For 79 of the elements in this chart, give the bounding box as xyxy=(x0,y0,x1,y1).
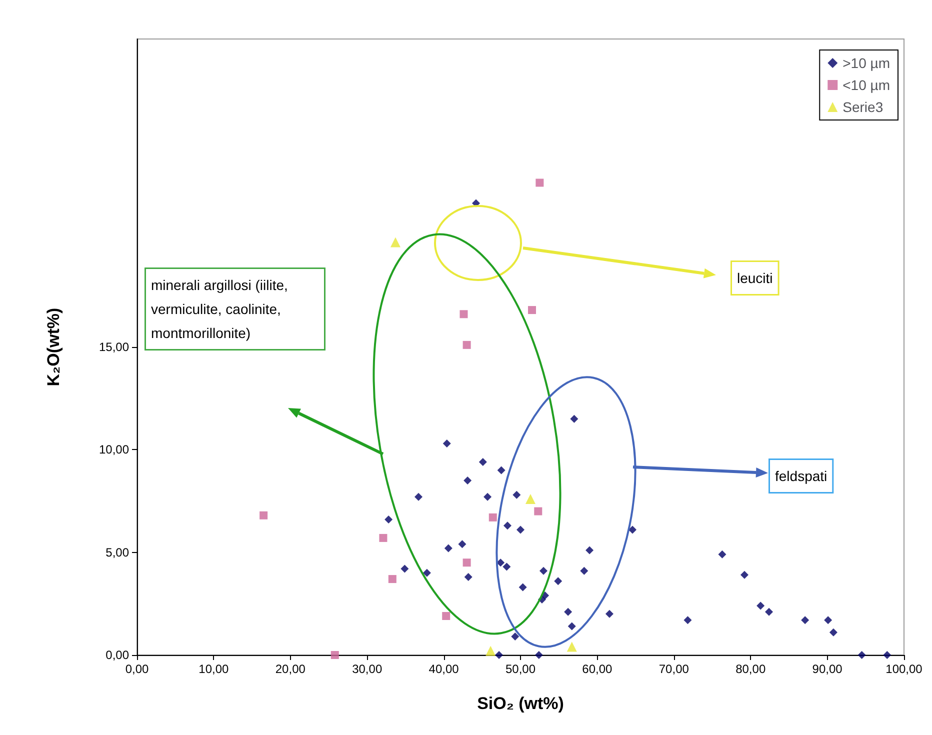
point xyxy=(488,513,497,522)
y-tick-label: 10,00 xyxy=(98,442,130,457)
point xyxy=(495,651,504,659)
point xyxy=(554,577,562,586)
point xyxy=(534,507,542,516)
x-tick-label: 50,00 xyxy=(505,662,536,676)
x-tick-label: 0,00 xyxy=(125,662,149,676)
point xyxy=(628,526,636,534)
point xyxy=(883,651,892,659)
x-tick-label: 40,00 xyxy=(428,662,460,676)
point xyxy=(570,414,578,423)
x-tick-label: 100,00 xyxy=(886,662,923,676)
x-axis-title: SiO₂ (wt%) xyxy=(477,694,564,713)
point xyxy=(801,616,810,624)
point xyxy=(518,583,527,592)
point xyxy=(388,575,396,584)
point xyxy=(536,178,544,187)
point xyxy=(496,558,505,567)
x-tick-label: 10,00 xyxy=(198,662,230,676)
point xyxy=(458,540,466,548)
point xyxy=(756,602,765,610)
point xyxy=(516,526,524,534)
y-tick-label: 0,00 xyxy=(106,648,130,662)
point xyxy=(400,564,409,573)
point xyxy=(540,566,548,575)
point xyxy=(390,237,400,248)
point xyxy=(460,310,468,318)
point xyxy=(512,490,521,499)
point xyxy=(858,651,866,659)
point xyxy=(444,544,452,552)
point xyxy=(462,558,471,567)
point xyxy=(442,612,450,620)
point xyxy=(502,562,511,571)
point xyxy=(484,492,492,501)
point xyxy=(462,340,471,349)
point xyxy=(330,651,339,659)
annotation: leuciti xyxy=(737,270,773,286)
annotation: feldspati xyxy=(775,468,828,484)
point xyxy=(503,522,512,530)
x-tick-label: 80,00 xyxy=(736,662,766,676)
x-tick-label: 70,00 xyxy=(658,662,690,676)
point xyxy=(511,632,520,641)
x-tick-label: 20,00 xyxy=(275,662,306,676)
y-tick-label: 15,00 xyxy=(98,340,130,354)
point xyxy=(525,494,536,504)
point xyxy=(580,566,588,575)
point xyxy=(379,534,388,542)
point xyxy=(478,458,487,466)
x-tick-label: 30,00 xyxy=(352,662,382,676)
point xyxy=(765,608,774,616)
point xyxy=(442,440,451,448)
point xyxy=(414,492,422,501)
point xyxy=(605,610,614,618)
point xyxy=(564,608,572,616)
annotation: minerali argillosi (iilite, vermiculite, caolinite, montmorillonite) xyxy=(151,277,292,341)
point xyxy=(534,651,543,659)
point xyxy=(486,646,496,656)
point xyxy=(566,642,577,652)
point xyxy=(684,616,692,624)
point xyxy=(829,628,838,636)
point xyxy=(718,550,726,558)
x-tick-label: 90,00 xyxy=(812,662,843,676)
legend-label: Serie3 xyxy=(842,99,884,115)
y-axis-title: K₂O(wt%) xyxy=(44,308,63,386)
point xyxy=(422,568,431,577)
point xyxy=(384,515,393,524)
point xyxy=(260,511,268,520)
point xyxy=(740,570,748,579)
point xyxy=(568,622,576,630)
x-tick-label: 60,00 xyxy=(582,662,613,676)
legend-label: >10 µm xyxy=(842,55,890,71)
y-tick-label: 5,00 xyxy=(106,545,130,560)
point xyxy=(464,476,472,484)
legend-label: <10 µm xyxy=(842,77,890,93)
point xyxy=(528,306,536,314)
point xyxy=(586,546,594,554)
point xyxy=(464,572,472,581)
point xyxy=(824,616,832,624)
point xyxy=(497,466,506,474)
